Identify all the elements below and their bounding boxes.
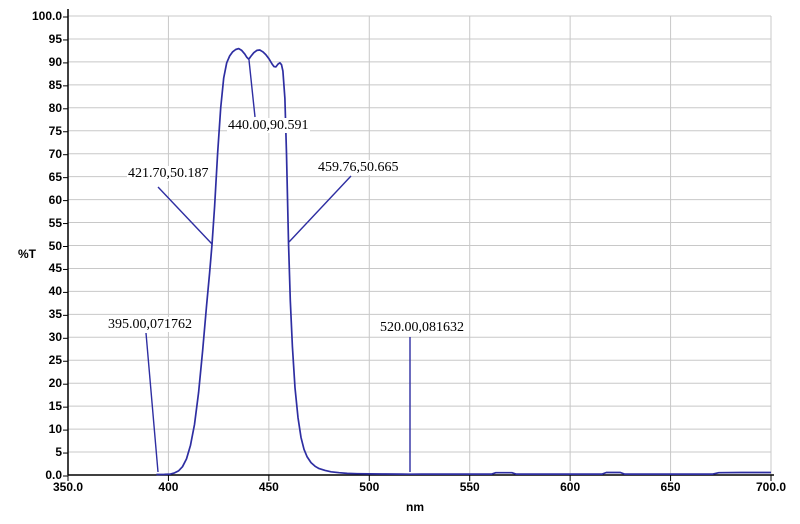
annotation-label: 440.00,90.591 — [227, 118, 310, 133]
annotation-leader-line — [145, 332, 159, 473]
y-tick-label: 100.0 — [31, 9, 62, 23]
y-tick-label: 70 — [48, 146, 62, 161]
y-tick-label: 95 — [48, 31, 62, 46]
y-tick-label: 35 — [48, 307, 62, 322]
y-axis-title: %T — [18, 247, 36, 261]
y-tick-label: 60 — [48, 192, 62, 207]
annotation-leader-line — [157, 186, 213, 245]
y-tick-label: 30 — [48, 330, 62, 345]
annotation-label: 421.70,50.187 — [127, 166, 210, 181]
y-tick-label: 50 — [48, 238, 62, 253]
annotation-leader-line — [248, 59, 256, 118]
transmission-curve — [156, 47, 771, 476]
x-tick-label: 650 — [660, 480, 681, 494]
y-tick-label: 55 — [48, 215, 62, 230]
y-tick-label: 20 — [48, 376, 62, 391]
x-axis-title: nm — [406, 500, 424, 514]
x-tick-label: 600 — [560, 480, 581, 494]
y-tick-label: 10 — [48, 422, 62, 437]
y-tick-label: 0.0 — [45, 468, 62, 482]
annotation-label: 459.76,50.665 — [317, 160, 400, 175]
x-tick-label: 700.0 — [755, 480, 787, 494]
x-tick-label: 450 — [258, 480, 279, 494]
x-tick-label: 350.0 — [52, 480, 84, 494]
y-tick-label: 90 — [48, 54, 62, 69]
x-tick-label: 550 — [459, 480, 480, 494]
y-tick-label: 5 — [55, 445, 62, 460]
y-tick-label: 80 — [48, 100, 62, 115]
y-tick-label: 75 — [48, 123, 62, 138]
x-tick-label: 500 — [359, 480, 380, 494]
y-tick-label: 15 — [48, 399, 62, 414]
x-tick-label: 400 — [158, 480, 179, 494]
y-tick-label: 40 — [48, 284, 62, 299]
annotation-leader-line — [288, 175, 352, 243]
y-tick-label: 25 — [48, 353, 62, 368]
y-tick-label: 45 — [48, 261, 62, 276]
annotation-label: 520.00,081632 — [379, 320, 465, 335]
y-tick-label: 85 — [48, 77, 62, 92]
annotation-label: 395.00,071762 — [107, 317, 193, 332]
y-tick-label: 65 — [48, 169, 62, 184]
